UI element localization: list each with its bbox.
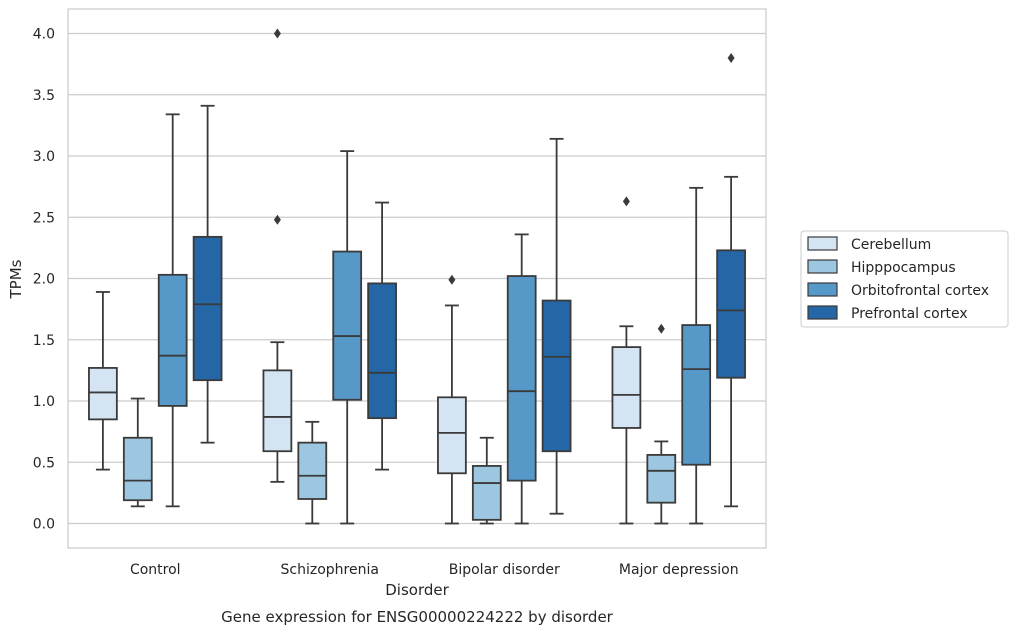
legend-swatch xyxy=(807,305,838,320)
box-body xyxy=(611,346,642,429)
box-body xyxy=(471,465,502,521)
box-body xyxy=(122,436,153,502)
legend-label: Cerebellum xyxy=(851,237,931,253)
box-3-1 xyxy=(367,201,397,471)
box-body xyxy=(262,369,293,453)
y-tick-label: 3.5 xyxy=(33,88,55,104)
legend: Cerebellum Hipppocampus Orbitofrontal cort… xyxy=(800,230,1009,328)
box-body xyxy=(437,396,467,475)
box-1-1 xyxy=(297,420,328,525)
x-tick-label: Schizophrenia xyxy=(281,562,379,578)
box-2-2 xyxy=(506,233,537,525)
outlier-point xyxy=(622,196,630,207)
y-tick-label: 0.5 xyxy=(33,455,55,471)
box-1-3 xyxy=(646,323,677,525)
legend-swatch xyxy=(807,259,838,274)
box-2-1 xyxy=(332,150,363,525)
outlier-point xyxy=(273,28,281,39)
y-tick-label: 0.0 xyxy=(33,517,55,533)
box-body xyxy=(88,367,118,421)
box-0-3 xyxy=(611,196,642,525)
y-tick-label: 2.5 xyxy=(33,210,55,226)
legend-frame xyxy=(800,230,1009,328)
box-0-0 xyxy=(88,291,118,471)
legend-label: Prefrontal cortex xyxy=(851,306,968,322)
box-body xyxy=(192,235,223,382)
x-axis-label: Disorder xyxy=(385,581,449,599)
outlier-point xyxy=(448,274,456,285)
box-0-2 xyxy=(437,274,467,525)
outlier-point xyxy=(657,323,665,334)
y-tick-label: 1.0 xyxy=(33,394,55,410)
box-body xyxy=(716,249,746,379)
box-2-0 xyxy=(157,113,188,508)
box-1-0 xyxy=(122,397,153,508)
y-tick-label: 1.5 xyxy=(33,333,55,349)
y-tick-label: 2.0 xyxy=(33,272,55,288)
box-body xyxy=(367,282,397,420)
y-tick-label: 3.0 xyxy=(33,149,55,165)
box-0-1 xyxy=(262,28,293,483)
box-body xyxy=(681,324,712,466)
box-1-2 xyxy=(471,436,502,525)
legend-swatch xyxy=(807,236,838,251)
box-3-3 xyxy=(716,53,746,508)
x-tick-label: Bipolar disorder xyxy=(449,562,560,578)
outlier-point xyxy=(273,214,281,225)
box-2-3 xyxy=(681,186,712,525)
box-body xyxy=(506,275,537,482)
outlier-point xyxy=(727,53,735,63)
box-body xyxy=(646,453,677,504)
legend-label: Hipppocampus xyxy=(851,260,956,276)
legend-swatch xyxy=(807,282,838,297)
x-tick-labels: Control Schizophrenia Bipolar disorder Majo… xyxy=(130,562,739,578)
y-tick-label: 4.0 xyxy=(33,27,55,43)
y-axis-label: TPMs xyxy=(7,259,25,299)
box-body xyxy=(332,250,363,401)
chart-caption: Gene expression for ENSG00000224222 by d… xyxy=(221,608,614,626)
plot-frame xyxy=(67,8,767,549)
box-body xyxy=(541,299,572,453)
y-tick-labels: 0.0 0.5 1.0 1.5 2.0 2.5 3.0 3.5 4.0 xyxy=(33,27,55,533)
legend-label: Orbitofrontal cortex xyxy=(851,283,989,299)
box-body xyxy=(297,441,328,500)
box-body xyxy=(157,273,188,407)
box-series xyxy=(88,28,746,525)
x-tick-label: Major depression xyxy=(619,562,739,578)
box-3-0 xyxy=(192,104,223,444)
x-tick-label: Control xyxy=(130,562,181,578)
box-3-2 xyxy=(541,137,572,515)
